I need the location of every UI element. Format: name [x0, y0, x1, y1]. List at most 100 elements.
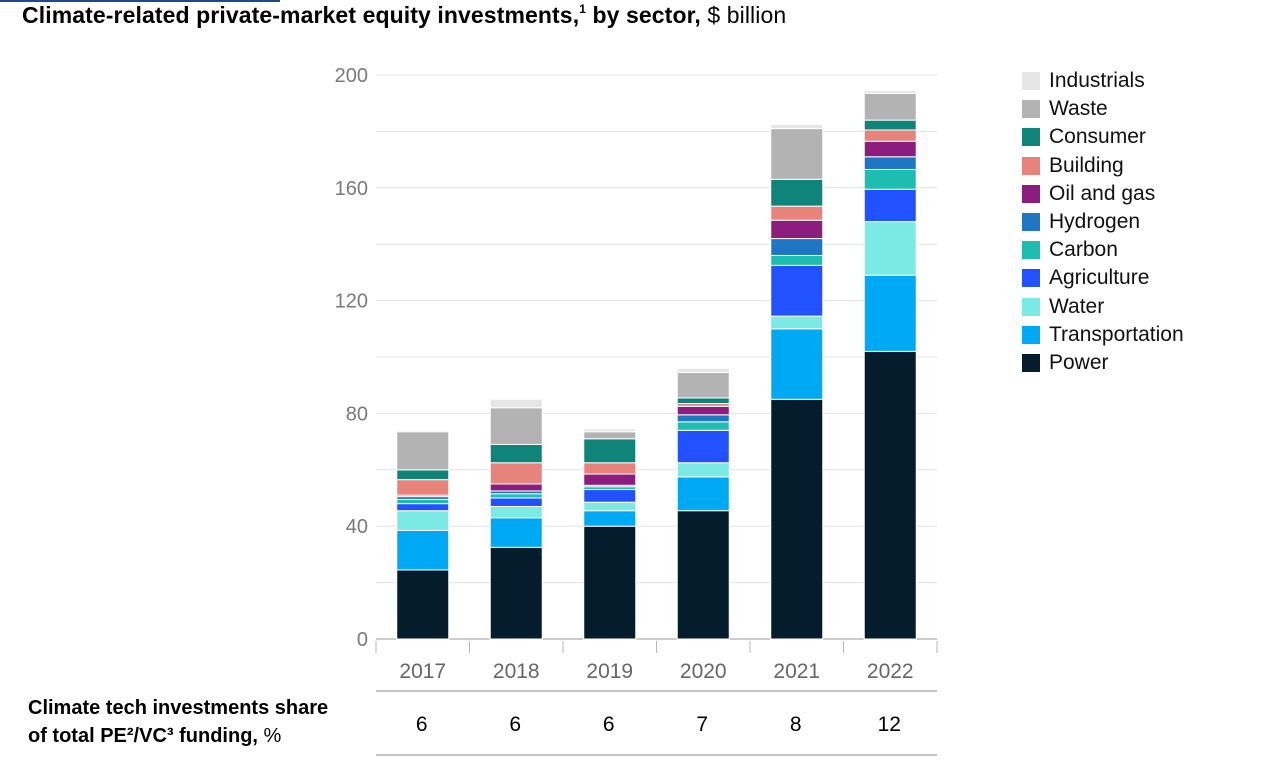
legend-item-building: Building — [1022, 152, 1184, 180]
bar-segment-2020-agriculture — [676, 429, 730, 464]
share-value-2017: 6 — [416, 713, 428, 736]
legend-item-oil-and-gas: Oil and gas — [1022, 180, 1184, 208]
bar-segment-2022-agriculture — [863, 188, 917, 223]
legend-label-waste: Waste — [1049, 97, 1108, 121]
bar-segment-2022-carbon — [863, 168, 917, 190]
bar-segment-2021-industrials — [770, 123, 824, 130]
y-tick-label-200: 200 — [335, 65, 368, 87]
y-axis-ticks: 0 40 80 120 160 200 — [335, 65, 368, 651]
bar-segment-2021-water — [770, 315, 824, 330]
chart-title-footnote: 1 — [579, 2, 586, 16]
bar-segment-2017-industrials — [396, 429, 450, 433]
legend-swatch-industrials — [1022, 72, 1040, 91]
chart-legend: Industrials Waste Consumer Building Oil and … — [1022, 67, 1184, 377]
x-tick-label-2021: 2021 — [773, 660, 820, 683]
share-title-line2: of total PE²/VC³ funding, — [28, 725, 258, 747]
bar-segment-2020-industrials — [676, 367, 730, 374]
bar-segment-2020-carbon — [676, 421, 730, 431]
bar-segment-2022-power — [863, 350, 917, 640]
bar-segment-2017-water — [396, 510, 450, 531]
legend-item-power: Power — [1022, 349, 1184, 377]
bar-segment-2018-water — [489, 505, 543, 519]
bar-segment-2018-agriculture — [489, 497, 543, 507]
bar-segment-2019-industrials — [583, 428, 637, 433]
bar-segment-2020-hydrogen — [676, 414, 730, 423]
share-title-unit: % — [257, 725, 282, 747]
x-tick-label-2018: 2018 — [493, 660, 540, 683]
legend-swatch-carbon — [1022, 241, 1040, 260]
bar-segment-2018-consumer — [489, 443, 543, 464]
y-tick-label-40: 40 — [346, 516, 368, 538]
legend-swatch-agriculture — [1022, 269, 1040, 288]
legend-item-industrials: Industrials — [1022, 67, 1184, 95]
legend-label-agriculture: Agriculture — [1049, 266, 1150, 290]
legend-swatch-consumer — [1022, 128, 1040, 147]
legend-label-industrials: Industrials — [1049, 69, 1145, 93]
chart-title: Climate-related private-market equity in… — [22, 2, 786, 29]
bar-segment-2017-transportation — [396, 529, 450, 571]
chart-title-main: Climate-related private-market equity in… — [22, 2, 580, 28]
bar-segment-2018-carbon — [489, 493, 543, 499]
x-tick-label-2017: 2017 — [399, 660, 446, 683]
share-value-2021: 8 — [790, 713, 802, 736]
bar-segment-2020-water — [676, 462, 730, 478]
bar-segment-2020-waste — [676, 372, 730, 399]
bar-segment-2019-power — [583, 525, 637, 640]
legend-swatch-waste — [1022, 100, 1040, 119]
x-tick-label-2020: 2020 — [680, 660, 727, 683]
y-tick-label-120: 120 — [335, 291, 368, 313]
bar-segment-2021-waste — [770, 128, 824, 180]
bar-segment-2018-power — [489, 546, 543, 640]
bar-segment-2017-power — [396, 569, 450, 640]
legend-label-carbon: Carbon — [1049, 238, 1118, 262]
bar-segment-2022-water — [863, 221, 917, 276]
legend-swatch-water — [1022, 297, 1040, 316]
x-tick-label-2022: 2022 — [867, 660, 914, 683]
x-axis: 2017 2018 2019 2020 2021 2022 — [375, 641, 938, 692]
share-value-2020: 7 — [696, 713, 708, 736]
bar-segment-2017-agriculture — [396, 503, 450, 512]
legend-label-oil-and-gas: Oil and gas — [1049, 181, 1156, 205]
legend-item-carbon: Carbon — [1022, 236, 1184, 264]
bar-segment-2022-oil-and-gas — [863, 140, 917, 158]
bar-segment-2017-building — [396, 479, 450, 496]
legend-item-agriculture: Agriculture — [1022, 264, 1184, 292]
bar-segment-2019-waste — [583, 431, 637, 440]
bar-segment-2019-building — [583, 462, 637, 475]
chart-title-unit: $ billion — [700, 2, 787, 28]
bar-segment-2017-consumer — [396, 469, 450, 481]
bar-segment-2020-consumer — [676, 397, 730, 405]
bar-segment-2018-oil-and-gas — [489, 483, 543, 492]
share-value-2022: 12 — [878, 713, 901, 736]
bar-segment-2021-transportation — [770, 328, 824, 400]
bar-segment-2022-hydrogen — [863, 156, 917, 170]
legend-swatch-transportation — [1022, 325, 1040, 344]
share-value-2018: 6 — [509, 713, 521, 736]
bar-segment-2021-agriculture — [770, 264, 824, 317]
bar-segment-2021-carbon — [770, 254, 824, 266]
bar-segment-2017-waste — [396, 431, 450, 471]
bar-segment-2018-transportation — [489, 517, 543, 548]
bar-segment-2022-consumer — [863, 119, 917, 131]
bar-segment-2020-transportation — [676, 476, 730, 512]
bar-segment-2018-industrials — [489, 398, 543, 409]
bar-segment-2022-waste — [863, 92, 917, 121]
bar-segment-2018-building — [489, 462, 543, 485]
legend-label-building: Building — [1049, 153, 1124, 177]
bar-segment-2021-building — [770, 205, 824, 221]
legend-item-water: Water — [1022, 293, 1184, 321]
legend-item-consumer: Consumer — [1022, 123, 1184, 151]
bar-segment-2021-oil-and-gas — [770, 219, 824, 240]
legend-label-power: Power — [1049, 350, 1109, 374]
legend-label-water: Water — [1049, 294, 1105, 318]
legend-label-transportation: Transportation — [1049, 322, 1184, 346]
legend-swatch-power — [1022, 353, 1040, 372]
legend-item-waste: Waste — [1022, 95, 1184, 123]
x-tick-label-2019: 2019 — [586, 660, 633, 683]
legend-item-transportation: Transportation — [1022, 321, 1184, 349]
legend-swatch-hydrogen — [1022, 213, 1040, 232]
top-accent-rule — [0, 0, 280, 2]
chart-title-main-2: by sector, — [585, 2, 701, 28]
share-row-title: Climate tech investments share of total … — [28, 694, 378, 750]
